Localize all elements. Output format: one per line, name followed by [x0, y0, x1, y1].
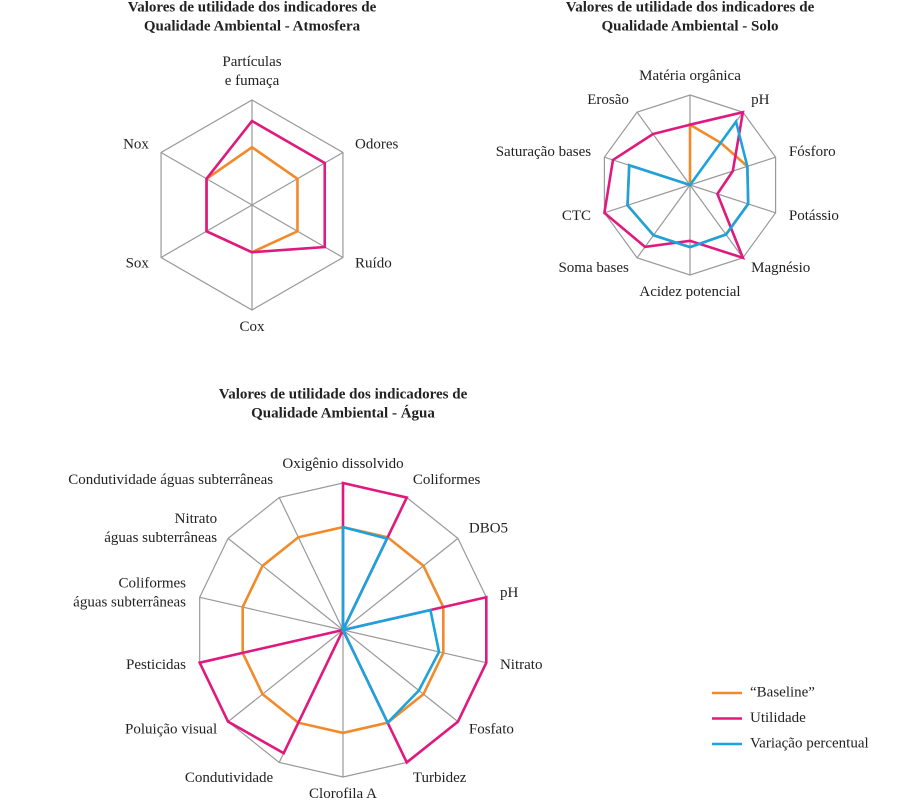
chart-title: Valores de utilidade dos indicadores de Q…	[128, 0, 377, 35]
spoke	[689, 184, 776, 214]
axis-label: Poluição visual	[125, 722, 217, 738]
axis-label: Sox	[126, 256, 150, 272]
axis-label: Saturação bases	[496, 144, 592, 160]
legend-label: Utilidade	[750, 710, 806, 726]
axis-label: Magnésio	[751, 261, 810, 277]
axis-label: Clorofila A	[309, 786, 377, 801]
axis-label: Nox	[123, 137, 149, 153]
axis-label: Partículas e fumaça	[222, 54, 281, 89]
spoke	[342, 629, 487, 664]
axis-label: Nitrato águas subterrâneas	[104, 512, 217, 547]
spoke	[227, 537, 344, 631]
axis-label: Condutividade	[185, 770, 274, 786]
spoke	[342, 537, 459, 631]
spoke	[604, 184, 691, 214]
spoke	[199, 596, 344, 631]
axis-label: CTC	[562, 209, 591, 225]
spoke	[342, 629, 459, 723]
axis-label: Acidez potencial	[639, 284, 740, 300]
axis-label: Fosfato	[469, 722, 514, 738]
legend-label: Variação percentual	[750, 735, 869, 751]
axis-label: Turbidez	[413, 770, 467, 786]
axis-label: Coliformes	[413, 472, 481, 488]
spoke	[689, 184, 744, 259]
axis-label: Oxigênio dissolvido	[282, 456, 403, 472]
spoke	[278, 497, 344, 631]
chart-title: Valores de utilidade dos indicadores de Q…	[219, 387, 468, 422]
axis-label: pH	[751, 92, 770, 108]
axis-label: Cox	[239, 319, 265, 335]
axis-label: Erosão	[587, 92, 629, 108]
series-line	[205, 119, 327, 254]
axis-label: Matéria orgânica	[639, 68, 741, 84]
series-line	[340, 525, 441, 725]
axis-label: DBO5	[469, 521, 508, 537]
axis-label: Potássio	[789, 209, 839, 225]
legend-label: “Baseline”	[750, 684, 815, 700]
axis-label: Fósforo	[789, 144, 836, 160]
axis-label: pH	[500, 586, 519, 602]
spoke	[636, 111, 691, 186]
series-line	[626, 118, 750, 249]
axis-label: Nitrato	[500, 657, 543, 673]
axis-label: Coliformes águas subterrâneas	[73, 576, 186, 611]
axis-label: Soma bases	[558, 261, 629, 277]
axis-label: Pesticidas	[126, 657, 186, 673]
axis-label: Odores	[355, 137, 398, 153]
axis-label: Ruído	[355, 256, 392, 272]
spoke	[227, 629, 344, 723]
chart-title: Valores de utilidade dos indicadores de Q…	[566, 0, 815, 35]
axis-label: Condutividade águas subterrâneas	[68, 472, 273, 488]
series-line	[603, 110, 746, 260]
series-line	[241, 525, 445, 735]
